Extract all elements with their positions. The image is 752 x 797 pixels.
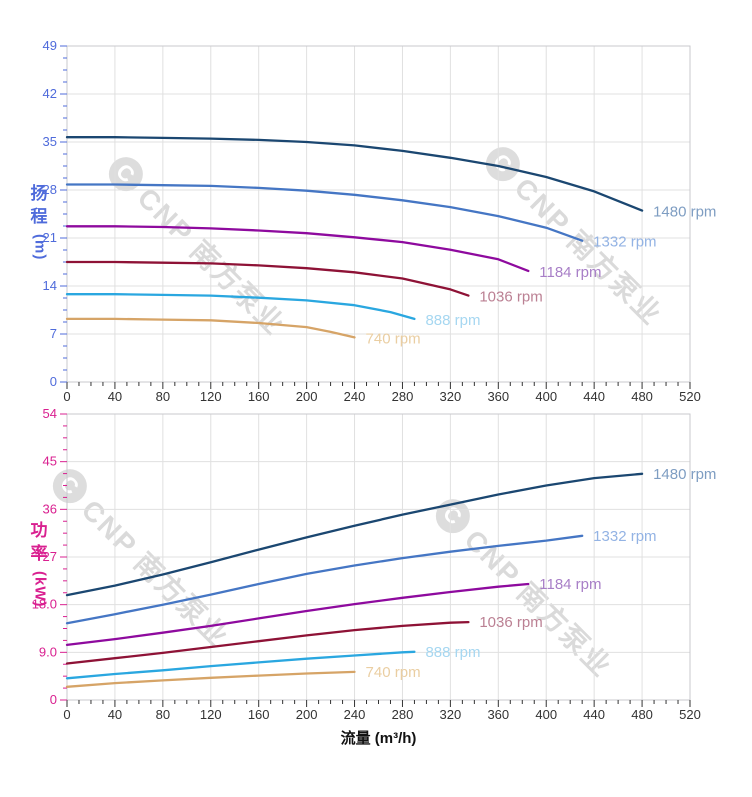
- x-tick-label: 360: [487, 389, 509, 404]
- curve-label-1480-rpm: 1480 rpm: [653, 466, 716, 483]
- curve-label-888-rpm: 888 rpm: [425, 312, 480, 329]
- x-tick-label: 240: [344, 389, 366, 404]
- x-tick-label: 400: [535, 707, 557, 722]
- y-tick-label: 35: [43, 134, 57, 149]
- y-tick-label: 7: [50, 326, 57, 341]
- curve-1332-rpm: [65, 183, 584, 242]
- y-tick-label: 54: [43, 406, 57, 421]
- curve-1184-rpm: [65, 582, 530, 647]
- curve-label-1036-rpm: 1036 rpm: [479, 614, 542, 631]
- x-tick-label: 120: [200, 707, 222, 722]
- y-tick-label: 36: [43, 501, 57, 516]
- y-tick-label: 45: [43, 454, 57, 469]
- x-tick-label: 0: [63, 389, 70, 404]
- x-tick-label: 160: [248, 707, 270, 722]
- x-tick-label: 440: [583, 707, 605, 722]
- curve-1480-rpm: [65, 472, 644, 597]
- y-tick-label: 0: [50, 374, 57, 389]
- x-axis: 0 40 80 120 160 200 240 280 320 360 400 440 480 520: [63, 382, 701, 404]
- power-chart: 0 40 80 120 160 200 240 280 320 360 400 440 480 520 0 9…: [32, 406, 717, 722]
- curve-label-1184-rpm: 1184 rpm: [539, 576, 601, 593]
- x-tick-label: 80: [156, 707, 170, 722]
- x-tick-label: 40: [108, 707, 122, 722]
- curve-label-1184-rpm: 1184 rpm: [539, 264, 601, 281]
- power-axis-unit: (kW): [31, 570, 49, 608]
- curve-888-rpm: [65, 293, 416, 321]
- curve-label-1036-rpm: 1036 rpm: [479, 289, 542, 306]
- y-tick-label: 14: [43, 278, 57, 293]
- x-tick-label: 80: [156, 389, 170, 404]
- curve-1036-rpm: [65, 260, 470, 297]
- x-tick-label: 40: [108, 389, 122, 404]
- y-tick-label: 28: [43, 182, 57, 197]
- y-tick-label: 9.0: [39, 644, 57, 659]
- x-tick-label: 280: [392, 389, 414, 404]
- gridlines: [67, 413, 691, 700]
- curve-label-1480-rpm: 1480 rpm: [653, 204, 716, 221]
- x-tick-label: 520: [679, 707, 701, 722]
- x-tick-label: 440: [583, 389, 605, 404]
- x-tick-label: 200: [296, 707, 318, 722]
- flow-axis-title: 流量 (m³/h): [340, 730, 417, 747]
- y-tick-label: 18.0: [32, 597, 57, 612]
- curve-1332-rpm: [65, 534, 584, 625]
- curve-label-740-rpm: 740 rpm: [366, 330, 421, 347]
- y-tick-label: 49: [43, 38, 57, 53]
- y-tick-label: 27: [43, 549, 57, 564]
- y-tick-label: 42: [43, 86, 57, 101]
- power-axis-title: 功 率 (kW): [22, 520, 56, 607]
- x-tick-label: 320: [440, 707, 462, 722]
- y-tick-label: 21: [43, 230, 57, 245]
- curve-label-740-rpm: 740 rpm: [366, 664, 421, 681]
- x-tick-label: 320: [440, 389, 462, 404]
- y-axis: 0 9.0 18.0 27 36 45 54: [32, 406, 67, 707]
- x-tick-label: 480: [631, 389, 653, 404]
- curve-1480-rpm: [65, 136, 644, 212]
- curve-1184-rpm: [65, 225, 530, 273]
- curve-label-888-rpm: 888 rpm: [425, 644, 480, 661]
- head-axis-unit: (m): [31, 233, 49, 260]
- head-axis-char: 扬: [30, 184, 48, 203]
- y-axis: 0 7 14 21 28 35 42 49: [43, 38, 67, 389]
- x-tick-label: 0: [63, 707, 70, 722]
- curve-1036-rpm: [65, 620, 470, 665]
- x-tick-label: 280: [392, 707, 414, 722]
- y-tick-label: 0: [50, 692, 57, 707]
- power-axis-char: 率: [30, 544, 48, 564]
- curve-740-rpm: [65, 317, 356, 339]
- x-tick-label: 360: [487, 707, 509, 722]
- x-axis: 0 40 80 120 160 200 240 280 320 360 400 440 480 520: [63, 700, 701, 722]
- x-tick-label: 200: [296, 389, 318, 404]
- x-tick-label: 520: [679, 389, 701, 404]
- curve-label-1332-rpm: 1332 rpm: [593, 528, 656, 545]
- curve-740-rpm: [65, 670, 356, 688]
- x-tick-label: 120: [200, 389, 222, 404]
- curve-888-rpm: [65, 650, 416, 680]
- x-tick-label: 400: [535, 389, 557, 404]
- head-axis-title: 扬 程 (m): [22, 183, 56, 260]
- head-chart: 0 40 80 120 160 200 240 280 320 360 400 440 480 520 0 7…: [43, 38, 717, 404]
- x-tick-label: 480: [631, 707, 653, 722]
- head-axis-char: 程: [30, 207, 48, 227]
- curve-label-1332-rpm: 1332 rpm: [593, 234, 656, 251]
- power-axis-char: 功: [30, 521, 48, 540]
- x-tick-label: 160: [248, 389, 270, 404]
- x-tick-label: 240: [344, 707, 366, 722]
